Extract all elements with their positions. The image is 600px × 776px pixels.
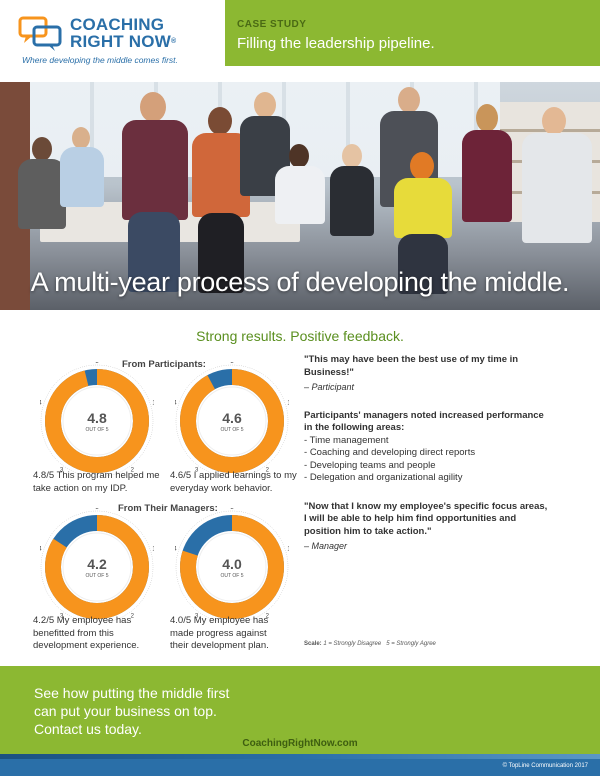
gauge-tick-label: 2 bbox=[266, 468, 270, 474]
footer: See how putting the middle first can put… bbox=[0, 666, 600, 776]
brand-name: COACHING RIGHT NOW® bbox=[70, 16, 176, 50]
header: COACHING RIGHT NOW® Where developing the… bbox=[0, 0, 600, 82]
trademark: ® bbox=[170, 38, 177, 45]
gauge-tick-label: 1 bbox=[152, 400, 154, 406]
speech-bubbles-icon bbox=[18, 16, 62, 51]
gauge-center bbox=[198, 533, 266, 601]
gauge-tick-label: 3 bbox=[60, 468, 64, 474]
cta-line: can put your business on top. bbox=[34, 703, 217, 719]
gauge-score-arc bbox=[180, 515, 284, 619]
gauge-tick-label: 5 bbox=[95, 362, 99, 365]
performance-areas-list: Time management Coaching and developing … bbox=[304, 435, 549, 485]
scale-high: 5 = Strongly Agree bbox=[386, 641, 436, 647]
gauge-tick-label: 4 bbox=[40, 546, 42, 552]
results-title: Strong results. Positive feedback. bbox=[196, 328, 404, 344]
gauge-tick-ring bbox=[175, 364, 289, 476]
performance-heading: Participants' managers noted increased p… bbox=[304, 409, 544, 434]
gauge-tick-ring bbox=[40, 510, 154, 622]
gauge-description: 4.2/5 My employee has benefitted from th… bbox=[33, 615, 140, 651]
gauge-score-arc bbox=[45, 515, 149, 619]
gauge-out-of-label: OUT OF 5 bbox=[86, 427, 109, 433]
gauge-center-ring bbox=[197, 532, 267, 602]
brand-name-line1: COACHING bbox=[70, 15, 165, 34]
feedback-column: "This may have been the best use of my t… bbox=[304, 354, 549, 553]
managers-label: From Their Managers: bbox=[118, 503, 218, 514]
participant-attribution: – Participant bbox=[304, 382, 355, 392]
participants-label: From Participants: bbox=[122, 359, 206, 370]
case-study-banner: CASE STUDY Filling the leadership pipeli… bbox=[225, 0, 600, 66]
gauge-description: 4.6/5 I applied learnings to my everyday… bbox=[170, 470, 297, 494]
gauge-score-arc bbox=[180, 369, 284, 473]
gauge-tick-label: 4 bbox=[175, 546, 177, 552]
copyright: © TopLine Communication 2017 bbox=[502, 763, 588, 769]
gauge-description: 4.0/5 My employee has made progress agai… bbox=[170, 615, 269, 651]
gauge-tick-label: 2 bbox=[131, 614, 135, 620]
tagline: Where developing the middle comes first. bbox=[22, 55, 178, 65]
cta-line: See how putting the middle first bbox=[34, 685, 230, 701]
gauge-score: 4.6 bbox=[222, 410, 242, 426]
gauge-center bbox=[63, 533, 131, 601]
gauge-score: 4.8 bbox=[87, 410, 107, 426]
scale-legend: Scale: 1 = Strongly Disagree 5 = Strongl… bbox=[304, 641, 436, 647]
list-item: Time management bbox=[304, 435, 549, 448]
gauge-tick-label: 4 bbox=[40, 400, 42, 406]
list-item: Delegation and organizational agility bbox=[304, 472, 549, 485]
list-item: Developing teams and people bbox=[304, 460, 549, 473]
footer-stripe bbox=[0, 754, 600, 759]
gauge-tick-label: 2 bbox=[266, 614, 270, 620]
cta-line: Contact us today. bbox=[34, 721, 142, 737]
case-study-title: Filling the leadership pipeline. bbox=[237, 35, 435, 52]
gauge-center-ring bbox=[62, 532, 132, 602]
gauge-score: 4.0 bbox=[222, 556, 242, 572]
hero-photo: A multi-year process of developing the m… bbox=[0, 82, 600, 310]
gauge-score: 4.2 bbox=[87, 556, 107, 572]
gauge-center bbox=[198, 387, 266, 455]
gauge-tick-label: 5 bbox=[230, 508, 234, 511]
brand-name-line2: RIGHT NOW bbox=[70, 32, 171, 51]
footer-bar: © TopLine Communication 2017 bbox=[0, 754, 600, 776]
gauge-center bbox=[63, 387, 131, 455]
gauge-center-ring bbox=[62, 386, 132, 456]
gauge-score-arc bbox=[45, 369, 149, 473]
participant-quote: "This may have been the best use of my t… bbox=[304, 354, 519, 378]
gauge-center-ring bbox=[197, 386, 267, 456]
gauge-tick-label: 5 bbox=[230, 362, 234, 365]
list-item: Coaching and developing direct reports bbox=[304, 447, 549, 460]
gauge-description: 4.8/5 This program helped me take action… bbox=[33, 470, 160, 494]
gauge-tick-label: 1 bbox=[152, 546, 154, 552]
gauge-out-of-label: OUT OF 5 bbox=[86, 573, 109, 579]
gauge-tick-ring bbox=[40, 364, 154, 476]
gauge-tick-label: 3 bbox=[60, 614, 64, 620]
hero-caption: A multi-year process of developing the m… bbox=[30, 267, 570, 297]
gauge-tick-label: 1 bbox=[287, 400, 289, 406]
gauge-tick-label: 2 bbox=[131, 468, 135, 474]
gauge-tick-label: 3 bbox=[195, 614, 199, 620]
manager-quote: "Now that I know my employee's specific … bbox=[304, 500, 548, 537]
gauge-out-of-label: OUT OF 5 bbox=[221, 573, 244, 579]
gauge-tick-label: 5 bbox=[95, 508, 99, 511]
gauge-tick-label: 1 bbox=[287, 546, 289, 552]
call-to-action: See how putting the middle first can put… bbox=[34, 684, 229, 738]
website-link[interactable]: CoachingRightNow.com bbox=[242, 738, 358, 749]
gauge-tick-label: 3 bbox=[195, 468, 199, 474]
gauge-out-of-label: OUT OF 5 bbox=[221, 427, 244, 433]
gauge-tick-label: 4 bbox=[175, 400, 177, 406]
scale-label: Scale: bbox=[304, 641, 322, 647]
case-study-label: CASE STUDY bbox=[237, 19, 307, 30]
gauge-tick-ring bbox=[175, 510, 289, 622]
manager-attribution: – Manager bbox=[304, 541, 348, 551]
logo[interactable]: COACHING RIGHT NOW® Where developing the… bbox=[18, 14, 228, 65]
scale-low: 1 = Strongly Disagree bbox=[323, 641, 382, 647]
